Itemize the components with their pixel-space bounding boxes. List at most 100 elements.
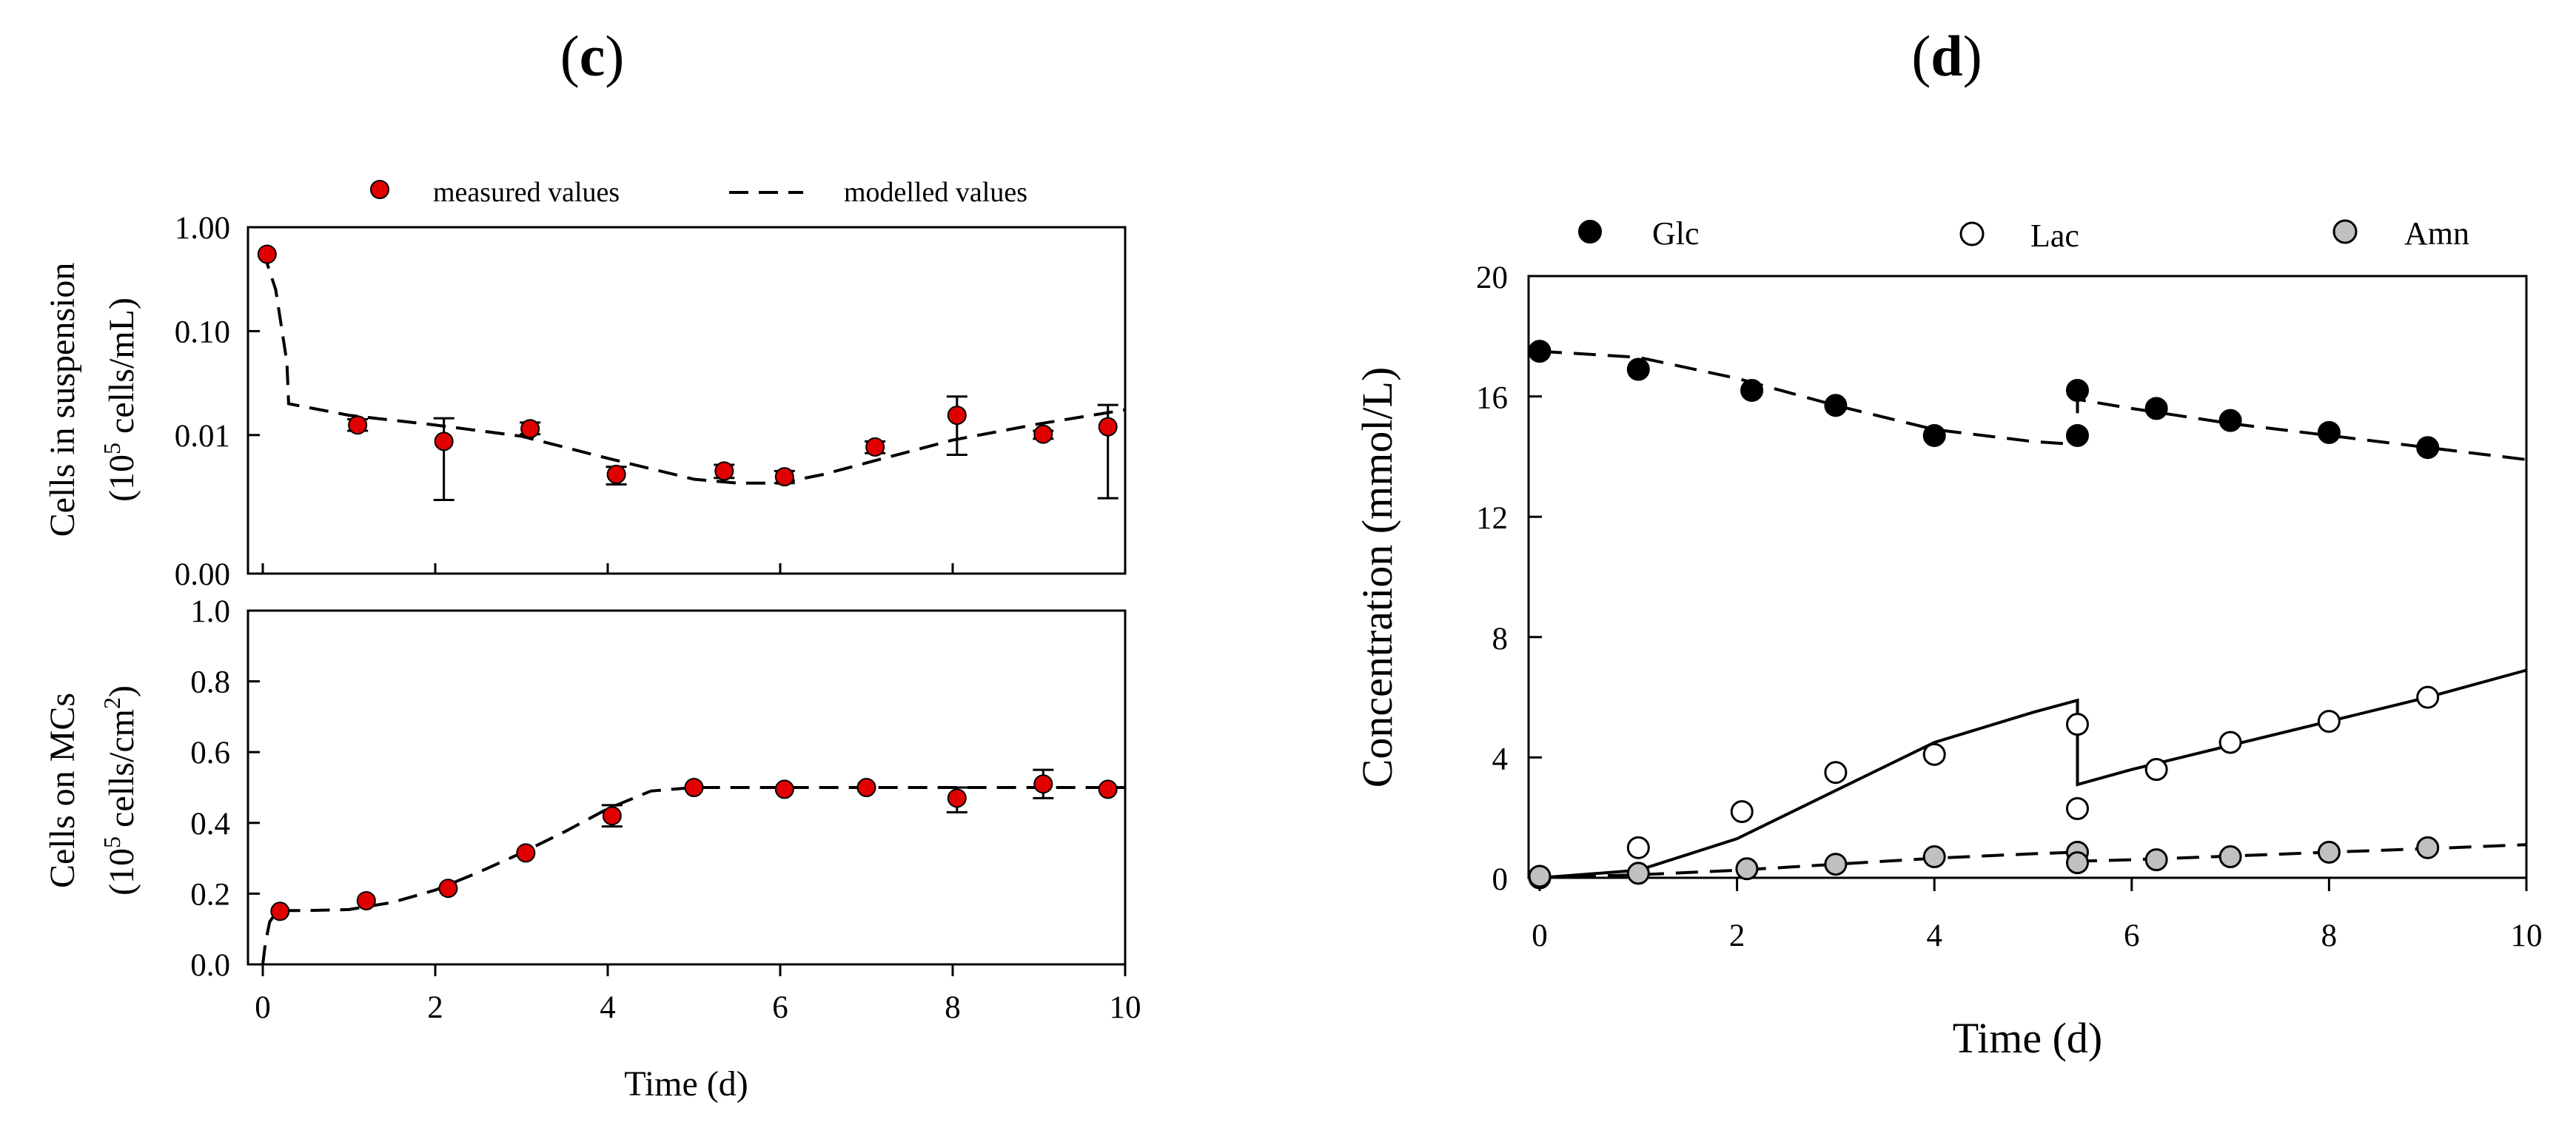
d-point-glc [2065,378,2089,402]
c-bottom-point [684,778,704,797]
c-top-ylabel-line1: Cells in suspension [43,263,82,537]
d-xtick-label: 8 [2321,919,2338,953]
d-ytick-label: 0 [1492,862,1509,897]
legend-lac-label: Lac [2030,218,2079,254]
c-top-points [257,244,1118,487]
d-point-lac [2065,713,2089,736]
d-ytick-label: 4 [1492,742,1509,776]
c-bottom-ytick-label: 0.6 [190,736,230,770]
d-ytick-label: 8 [1492,622,1509,656]
d-point-glc [2144,397,2168,420]
d-point-glc [2065,423,2089,447]
c-top-frame [246,226,1127,575]
c-top-point [714,461,734,481]
c-bottom-point [1098,779,1118,799]
d-point-amn [1922,845,1946,869]
d-point-amn [2416,836,2440,859]
d-point-lac [2218,731,2242,754]
d-point-lac [2416,685,2440,709]
c-top-point [1098,417,1118,437]
c-bottom-ylabel-line2: (105 cells/cm2) [98,685,141,896]
c-top-ylabel-line2: (105 cells/mL) [98,298,141,502]
panel-c-label: (c) [560,24,625,88]
c-top-ytick-label: 0.10 [175,315,230,349]
d-point-glc [1824,394,1848,417]
d-xlabel: Time (d) [1953,1014,2103,1062]
c-bottom-ytick-label: 1.0 [190,594,230,629]
c-bottom-xtick-label: 10 [1110,990,1141,1025]
legend-glc-marker [1578,220,1602,244]
c-bottom-model-path [261,786,1125,965]
c-top-point [774,467,794,487]
d-point-lac [1922,742,1946,766]
c-top-point [947,406,967,426]
d-xtick-label: 10 [2511,919,2543,953]
d-xtick-label: 2 [1729,919,1745,953]
c-bottom-ytick-label: 0.8 [190,665,230,700]
c-top-ytick-label: 1.00 [175,211,230,246]
c-top-point [606,464,626,484]
d-point-amn [1626,862,1650,885]
d-model-lac [1539,668,2527,879]
c-top-point [434,431,454,451]
d-point-amn [1824,853,1848,876]
d-point-amn [2144,848,2168,872]
c-bottom-point [438,879,458,899]
d-point-lac [2144,758,2168,782]
d-point-glc [1922,423,1946,447]
d-xtick-label: 0 [1532,919,1548,953]
d-legend: Glc Lac Amn [1578,215,2469,254]
c-bottom-ytick-label: 0.0 [190,948,230,983]
c-bottom-xtick-label: 6 [772,990,788,1025]
c-top-error-bars [347,395,1118,502]
d-ytick-label: 20 [1476,261,1508,295]
d-ytick-label: 16 [1476,381,1508,416]
c-top-point [257,244,277,264]
d-point-glc [2218,409,2242,432]
legend-measured-label: measured values [433,177,620,208]
c-bottom-ytick-label: 0.4 [190,807,230,842]
c-bottom-xtick-label: 4 [600,990,616,1025]
d-points [1528,340,2440,890]
d-point-lac [1730,800,1754,824]
legend-amn-marker [2332,219,2358,244]
d-model-amn [1539,843,2527,879]
c-top-ytick-label: 0.00 [175,557,230,592]
c-bottom-plot: 0.0 0.2 0.4 0.6 0.8 1.0 0 2 4 6 8 10 Cells on MCs (… [43,594,1141,1104]
c-bottom-point [356,890,376,910]
c-top-ytick-label: 0.01 [175,419,230,454]
c-bottom-point [602,806,622,826]
c-top-plot: 1.00 0.10 0.01 0.00 Cells in suspension (10… [43,211,1127,592]
d-point-glc [1626,357,1650,381]
d-point-amn [1735,857,1759,881]
c-top-model-path [261,249,1126,485]
d-model-glc [1539,349,2527,461]
c-bottom-point [774,779,794,799]
d-xtick-label: 4 [1926,919,1942,953]
c-top-y-axis: 1.00 0.10 0.01 0.00 [175,211,1127,592]
panel-d-label: (d) [1911,24,1982,88]
d-point-amn [2218,845,2242,869]
d-point-glc [1528,340,1552,363]
d-point-glc [2416,436,2440,460]
d-xtick-label: 6 [2124,919,2140,953]
d-axes: 0 4 8 12 16 20 0 2 4 6 8 10 [1476,261,2543,953]
c-top-point [520,419,540,439]
d-point-glc [1740,378,1764,402]
legend-lac-marker [1959,221,1985,246]
legend-measured-marker [370,180,389,199]
c-top-point [865,437,885,457]
c-top-model-curve [261,249,1126,485]
c-bottom-ytick-label: 0.2 [190,877,230,912]
c-bottom-point [856,778,876,797]
d-point-amn [2065,851,2089,875]
d-point-lac [1626,836,1650,859]
legend-glc-label: Glc [1652,215,1700,252]
c-bottom-xtick-label: 8 [945,990,961,1025]
c-bottom-model-curve [261,786,1125,965]
c-legend: measured values modelled values [370,177,1027,208]
d-point-lac [2317,710,2341,733]
c-bottom-error-bars [601,768,1054,828]
